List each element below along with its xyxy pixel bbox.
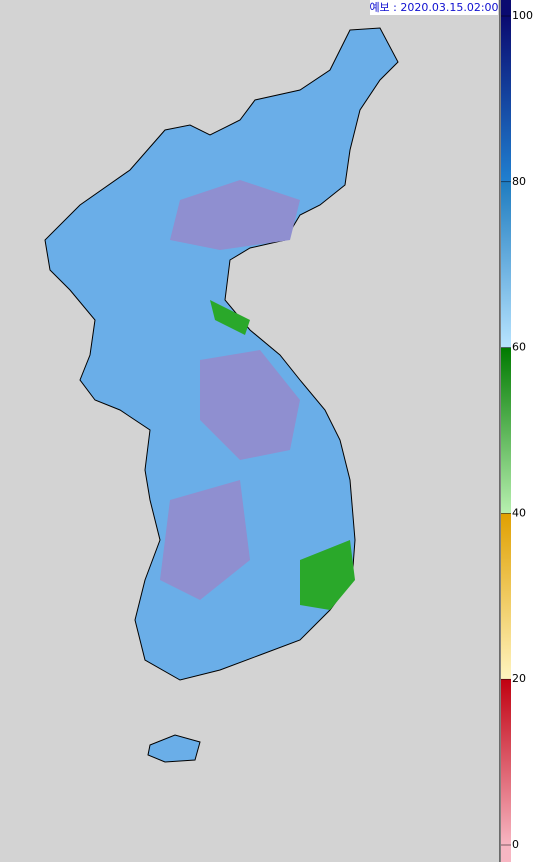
colorbar-band bbox=[501, 347, 511, 514]
colorbar-band bbox=[501, 679, 511, 845]
colorbar-bottom bbox=[501, 845, 511, 862]
tick-label: 0 bbox=[512, 838, 519, 851]
dense-region bbox=[160, 180, 300, 600]
colorbar-top bbox=[501, 0, 511, 16]
peninsula bbox=[44, 27, 399, 681]
tick-label: 80 bbox=[512, 175, 526, 188]
tick-label: 60 bbox=[512, 341, 526, 354]
colorbar-band bbox=[501, 513, 511, 680]
land bbox=[44, 27, 399, 763]
jeju bbox=[147, 734, 201, 763]
tick-label: 100 bbox=[512, 9, 533, 22]
tick-label: 20 bbox=[512, 672, 526, 685]
colorbar-band bbox=[501, 181, 511, 348]
green-region bbox=[210, 300, 355, 610]
tick-label: 40 bbox=[512, 506, 526, 519]
forecast-time: 예보 : 2020.03.15.02:00 bbox=[369, 1, 498, 14]
colorbar-band bbox=[501, 16, 511, 182]
header-box bbox=[370, 0, 498, 15]
